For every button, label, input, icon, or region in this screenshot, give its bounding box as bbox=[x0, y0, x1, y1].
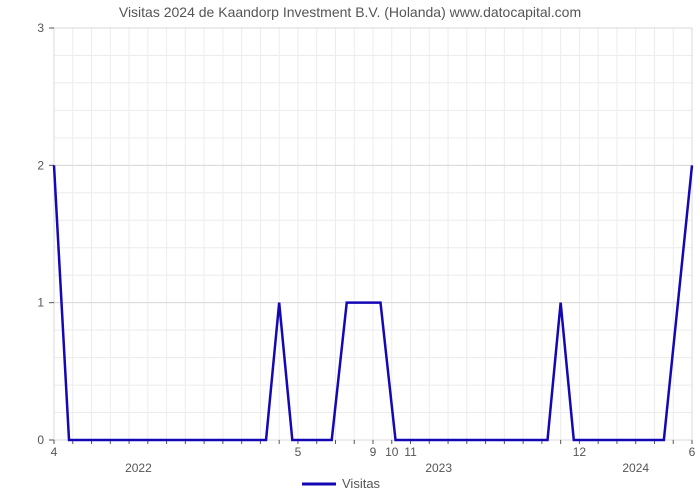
chart-title: Visitas 2024 de Kaandorp Investment B.V.… bbox=[0, 4, 700, 20]
legend-label: Visitas bbox=[342, 476, 381, 491]
chart-container: Visitas 2024 de Kaandorp Investment B.V.… bbox=[0, 0, 700, 500]
x-year-label: 2023 bbox=[425, 461, 452, 475]
x-month-label: 6 bbox=[689, 445, 696, 459]
x-month-label: 10 bbox=[385, 445, 399, 459]
y-tick-label: 1 bbox=[37, 296, 44, 310]
x-month-label: 12 bbox=[573, 445, 587, 459]
x-year-label: 2022 bbox=[125, 461, 152, 475]
y-tick-label: 2 bbox=[37, 158, 44, 172]
x-month-label: 9 bbox=[370, 445, 377, 459]
y-tick-label: 0 bbox=[37, 433, 44, 447]
y-tick-label: 3 bbox=[37, 21, 44, 35]
line-chart: 01234591011126202220232024Visitas bbox=[0, 0, 700, 500]
x-month-label: 4 bbox=[51, 445, 58, 459]
x-month-label: 11 bbox=[404, 445, 417, 459]
x-month-label: 5 bbox=[295, 445, 302, 459]
x-year-label: 2024 bbox=[622, 461, 649, 475]
